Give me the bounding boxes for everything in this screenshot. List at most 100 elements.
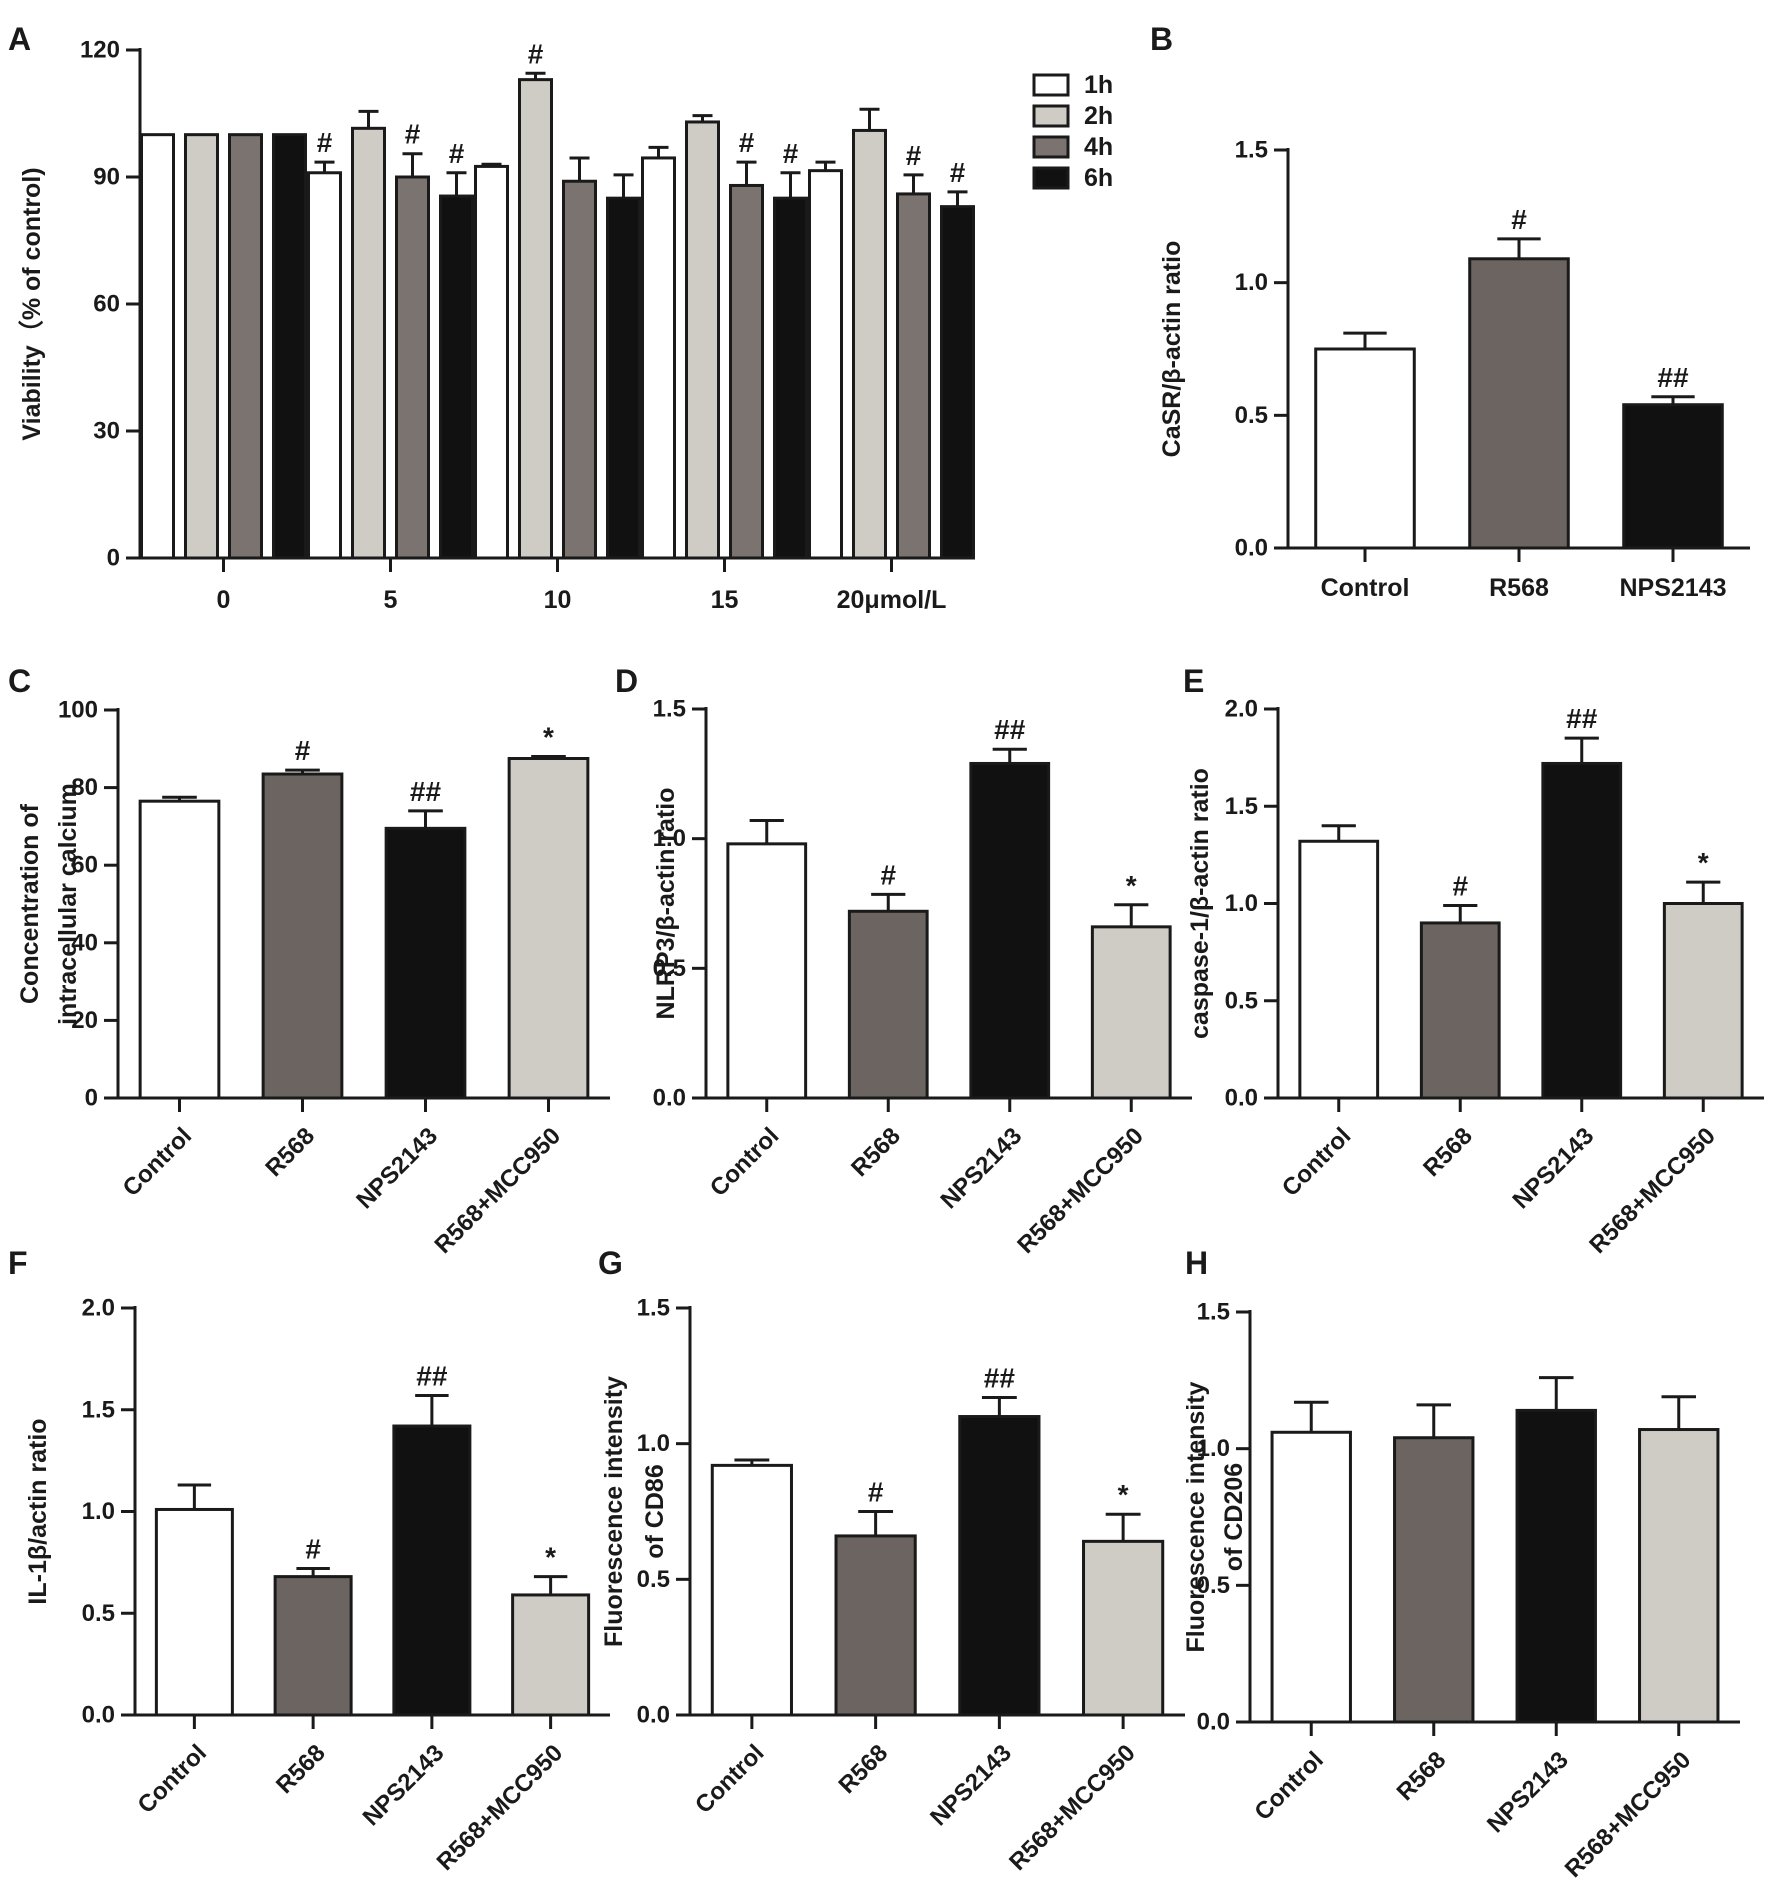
bar (729, 183, 764, 560)
x-tick-label: R568+MCC950 (1004, 1739, 1141, 1876)
y-tick-label: 120 (80, 37, 120, 64)
y-axis-label: NLRP3/β-actin ratio (652, 788, 680, 1020)
y-tick-label: 60 (93, 291, 120, 318)
x-tick-label: NPS2143 (358, 1739, 450, 1831)
y-tick-label: 1.5 (637, 1295, 670, 1322)
bar (834, 1534, 917, 1717)
bar (1082, 1539, 1165, 1717)
significance-mark: * (1698, 847, 1709, 878)
bar (1270, 1430, 1352, 1724)
significance-mark: ## (410, 776, 442, 807)
x-tick-label: NPS2143 (1619, 574, 1726, 602)
bar (395, 175, 430, 560)
bar (1638, 1428, 1720, 1724)
legend-swatch (1032, 166, 1070, 190)
panel-g: G Control # R568 ## NPS2143 * R568+MCC950 0.0 0.5… (598, 1245, 1185, 1876)
panel-letter: D (615, 663, 638, 699)
y-tick-label: 1.0 (1225, 890, 1258, 917)
bar (1314, 347, 1416, 550)
x-tick-label: NPS2143 (925, 1739, 1017, 1831)
x-tick-label: NPS2143 (351, 1122, 443, 1214)
bar (896, 192, 931, 560)
x-tick-label: R568 (1418, 1122, 1478, 1182)
y-tick-label: 60 (71, 852, 98, 879)
x-tick-label: Control (705, 1122, 784, 1201)
panel-letter: G (598, 1245, 623, 1281)
panel-letter: B (1150, 21, 1173, 57)
bar (969, 761, 1051, 1100)
significance-mark: # (295, 735, 311, 766)
panel-c: C Control # R568 ## NPS2143 * R568+MCC950 0 20 40 6… (8, 663, 610, 1259)
bar (272, 133, 307, 560)
significance-mark: ## (984, 1363, 1016, 1394)
y-tick-label: 1.5 (82, 1396, 115, 1423)
bar (1419, 921, 1501, 1100)
significance-mark: ## (1657, 362, 1689, 393)
bar (726, 842, 808, 1100)
y-tick-label: 1.5 (1225, 793, 1258, 820)
bar (307, 171, 342, 560)
y-tick-label: 0 (107, 545, 120, 572)
x-tick-label: R568 (260, 1122, 320, 1182)
y-tick-label: 1.0 (637, 1430, 670, 1457)
bar (507, 757, 590, 1100)
x-tick-label: Control (690, 1739, 769, 1818)
panel-e: E Control # R568 ## NPS2143 * R568+MCC950 0.0 0.5… (1183, 663, 1764, 1259)
x-tick-label: R568+MCC950 (430, 1122, 567, 1259)
y-tick-label: 1.0 (82, 1498, 115, 1525)
bar (154, 1507, 234, 1717)
legend-swatch (1032, 73, 1070, 97)
x-tick-label: R568 (846, 1122, 906, 1182)
bar (392, 1424, 472, 1717)
bar (852, 128, 887, 560)
bar (606, 196, 641, 560)
y-axis-label: intracellular calcium (54, 783, 82, 1025)
significance-mark: * (1126, 870, 1137, 901)
bar (940, 205, 975, 560)
significance-mark: # (739, 127, 755, 158)
x-tick-label: R568 (1489, 574, 1549, 602)
x-tick-label: Control (133, 1739, 212, 1818)
bar (474, 164, 509, 560)
bar (685, 120, 720, 560)
x-tick-label: 0 (217, 586, 231, 614)
y-tick-label: 1.5 (1197, 1299, 1230, 1326)
significance-mark: # (317, 127, 333, 158)
significance-mark: * (545, 1542, 556, 1573)
bar (1090, 925, 1172, 1100)
x-tick-label: 15 (711, 586, 739, 614)
panel-letter: A (8, 21, 31, 57)
y-tick-label: 0.5 (1197, 1572, 1230, 1599)
significance-mark: # (449, 138, 465, 169)
y-tick-label: 0.5 (82, 1600, 115, 1627)
panel-letter: H (1185, 1245, 1208, 1281)
x-tick-label: 10 (544, 586, 572, 614)
y-tick-label: 0.5 (1235, 402, 1268, 429)
x-tick-label: R568 (1392, 1746, 1452, 1806)
y-tick-label: 1.0 (1197, 1435, 1230, 1462)
significance-mark: # (880, 859, 896, 890)
y-axis-label: IL-1β/actin ratio (24, 1418, 52, 1604)
x-tick-label: Control (118, 1122, 197, 1201)
panel-d: D Control # R568 ## NPS2143 * R568+MCC950 0.0 0.5… (615, 663, 1192, 1259)
x-tick-label: R568+MCC950 (1584, 1122, 1721, 1259)
bar (710, 1463, 793, 1717)
y-axis-label: CaSR/β-actin ratio (1158, 241, 1186, 458)
significance-mark: # (1511, 204, 1527, 235)
bar (1515, 1408, 1597, 1724)
bar (439, 194, 474, 560)
significance-mark: # (950, 157, 966, 188)
y-tick-label: 40 (71, 929, 98, 956)
y-tick-label: 0.0 (1197, 1709, 1230, 1736)
y-tick-label: 1.5 (1235, 137, 1268, 164)
bar (958, 1415, 1041, 1717)
panel-a: A 0 # # #5 #10 # #15 # #20μmol/L 0 30 60 90 120 Viabili… (8, 21, 1113, 614)
legend-swatch (1032, 104, 1070, 128)
bar (384, 826, 467, 1100)
bar (228, 133, 263, 560)
y-axis-label: of CD86 (641, 1464, 669, 1558)
significance-mark: * (1118, 1479, 1129, 1510)
y-axis-label: of CD206 (1220, 1463, 1248, 1571)
